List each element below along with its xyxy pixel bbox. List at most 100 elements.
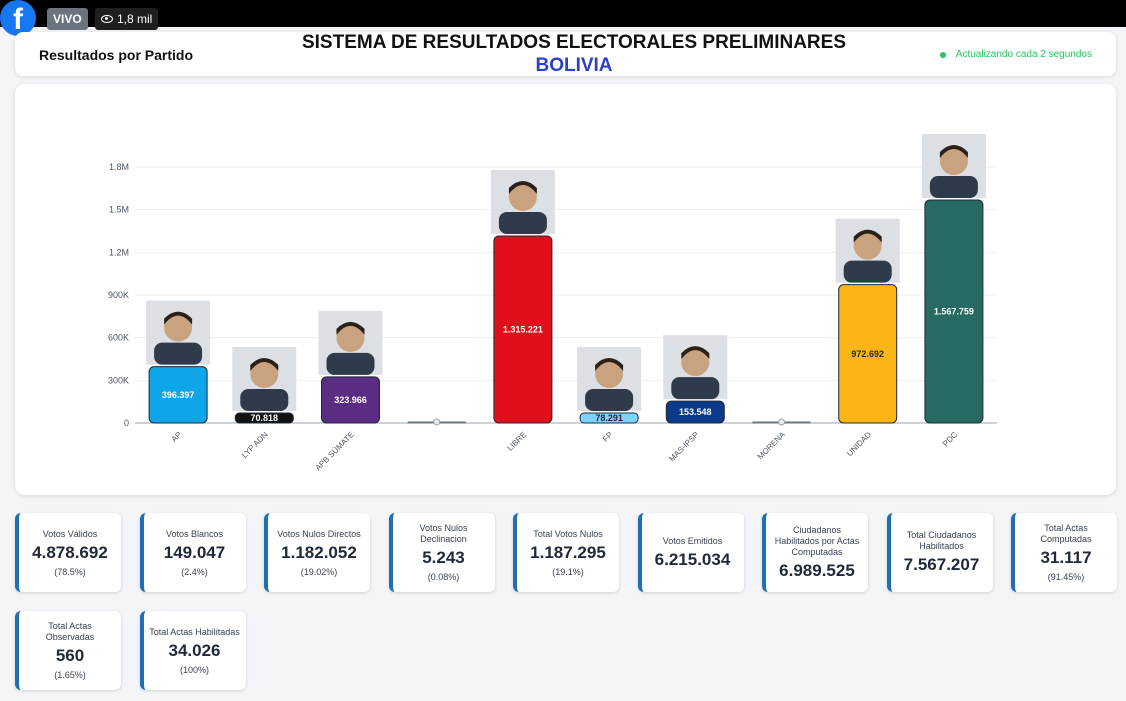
stat-percentage: (1.65%) (54, 670, 86, 680)
stat-label: Total Votos Nulos (533, 528, 603, 539)
candidate-photo-face (939, 147, 968, 176)
bar-value-label: 396.397 (162, 390, 195, 400)
stat-card: Total Actas Observadas 560 (1.65%) (15, 611, 121, 690)
bar (579, 412, 639, 424)
candidate-photo-face (508, 182, 537, 211)
stat-percentage: (78.5%) (54, 566, 86, 577)
candidate-photo-hair (939, 145, 968, 159)
stat-label: Total Actas Observadas (45, 621, 95, 642)
stat-label: Votos Válidos (42, 528, 98, 539)
candidate-photo-face (681, 348, 710, 377)
stat-value: 1.187.295 (530, 542, 606, 562)
stat-card: Ciudadanos Habilitados por Actas Computa… (762, 513, 868, 592)
x-tick-label: FP (601, 430, 615, 444)
stat-label: Total Ciudadanos Habilitados (906, 530, 977, 551)
candidate-photo-body (929, 176, 978, 199)
page-title: SISTEMA DE RESULTADOS ELECTORALES PRELIM… (301, 32, 846, 53)
stat-value: 5.243 (422, 548, 465, 567)
page-subtitle: BOLIVIA (535, 55, 613, 76)
stat-value: 31.117 (1040, 548, 1092, 567)
bar-value-label: 323.966 (334, 395, 367, 405)
candidate-photo-face (164, 313, 193, 342)
stat-percentage: (100%) (179, 664, 209, 675)
y-tick-label: 900K (108, 290, 129, 300)
bar (493, 235, 553, 424)
stat-card: Total Ciudadanos Habilitados 7.567.207 (886, 513, 993, 592)
chart-card: 0 300K 600K 900K 1.2M 1.5M 1.8M 396.397 AP 70.818… (15, 84, 1116, 495)
bar-value-label: 153.548 (679, 407, 712, 417)
bar (321, 376, 380, 424)
stat-label: Ciudadanos Habilitados por Actas Computa… (774, 524, 860, 557)
x-tick-label: PDC (941, 430, 959, 448)
update-status-text: Actualizando cada 2 segundos (955, 49, 1092, 60)
candidate-photo-hair (508, 180, 537, 194)
stat-card: Votos Emitidos 6.215.034 (637, 513, 744, 592)
stat-value: 34.026 (168, 640, 221, 660)
results-by-party-heading: Resultados por Partido (39, 47, 194, 63)
stat-card: Total Actas Habilitadas 34.026 (100%) (139, 611, 246, 690)
view-count: 1,8 mil (95, 8, 159, 30)
bar (234, 412, 294, 424)
stat-value: 149.047 (163, 542, 226, 562)
header-card: Resultados por Partido SISTEMA DE RESULT… (15, 32, 1116, 76)
candidate-photo-hair (164, 311, 193, 325)
stat-label: Total Actas Computadas (1040, 523, 1092, 544)
stat-percentage: (19.1%) (552, 566, 584, 577)
stat-value: 6.989.525 (779, 560, 855, 580)
bar-value-label: 70.818 (251, 413, 279, 423)
x-tick-label: APB SÚMATE (313, 430, 355, 472)
candidate-photo-body (498, 211, 547, 234)
y-tick-label: 300K (108, 375, 129, 385)
x-tick-label: UNIDAD (845, 430, 873, 458)
candidate-photo-face (595, 360, 624, 388)
live-badge: VIVO (47, 8, 88, 30)
y-tick-label: 1.5M (109, 205, 129, 215)
candidate-photo-hair (250, 358, 279, 371)
stat-percentage: (2.4%) (181, 566, 208, 577)
stat-card: Votos Blancos 149.047 (2.4%) (139, 513, 246, 592)
y-tick-label: 1.8M (109, 162, 129, 172)
stat-value: 4.878.692 (32, 542, 108, 562)
stat-card: Votos Nulos Directos 1.182.052 (19.02%) (264, 513, 370, 592)
bar-value-label: 78.291 (595, 413, 623, 423)
bar (924, 199, 984, 424)
bar (148, 366, 208, 424)
x-tick-label: AP (170, 430, 184, 444)
facebook-logo-icon[interactable]: f (0, 0, 36, 36)
x-tick-label: MAS-IPSP (667, 430, 700, 463)
y-tick-label: 600K (108, 333, 129, 343)
candidate-photo-body (326, 352, 375, 375)
view-count-value: 1,8 mil (117, 12, 153, 26)
stat-percentage: (0.08%) (427, 572, 460, 582)
stat-value: 560 (55, 646, 85, 665)
y-tick-label: 0 (124, 418, 129, 428)
y-tick-label: 1.2M (109, 247, 129, 257)
stream-topbar (0, 0, 1126, 27)
stat-label: Votos Blancos (165, 528, 224, 539)
stat-percentage: (19.02%) (300, 566, 338, 577)
zero-marker-icon (778, 418, 785, 426)
candidate-photo-body (671, 377, 720, 400)
bar (665, 400, 725, 424)
candidate-photo-body (154, 342, 203, 365)
stat-label: Votos Nulos Declinacion (419, 523, 468, 544)
bar-value-label: 972.692 (851, 349, 884, 359)
candidate-photo-face (250, 360, 279, 388)
x-tick-label: MORENA (756, 430, 788, 462)
bar-value-label: 1.567.759 (934, 307, 974, 317)
candidate-photo-body (843, 260, 892, 283)
stat-card: Total Votos Nulos 1.187.295 (19.1%) (513, 513, 619, 592)
candidate-photo-body (240, 389, 289, 411)
candidate-photo-body (585, 389, 634, 411)
stat-label: Votos Nulos Directos (277, 528, 361, 539)
party-results-chart: 0 300K 600K 900K 1.2M 1.5M 1.8M 396.397 AP 70.818… (108, 134, 997, 472)
candidate-photo-face (336, 323, 365, 352)
candidate-photo-hair (595, 358, 624, 371)
stat-value: 1.182.052 (281, 542, 357, 562)
stat-value: 6.215.034 (654, 549, 731, 569)
bar (838, 284, 898, 424)
x-tick-label: LIBRE (506, 430, 529, 453)
zero-marker-icon (433, 418, 441, 426)
candidate-photo-hair (853, 229, 882, 243)
bar-value-label: 1.315.221 (503, 324, 543, 334)
